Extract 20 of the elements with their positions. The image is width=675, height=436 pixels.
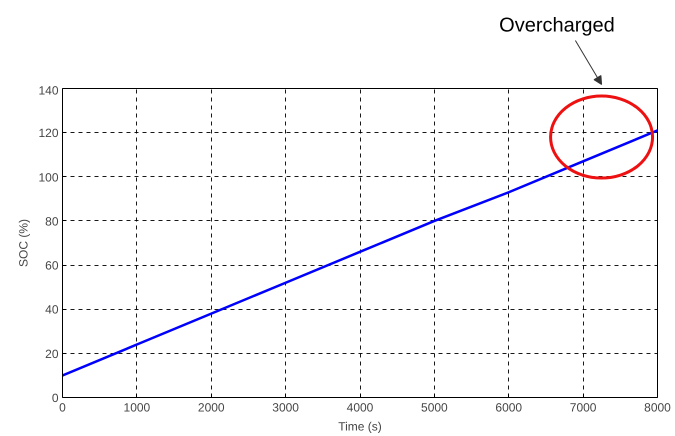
y-tick-label: 100	[38, 170, 59, 184]
line-series	[62, 129, 658, 377]
x-tick-label: 4000	[346, 400, 374, 414]
y-tick-label: 20	[45, 346, 59, 361]
x-tick-label: 8000	[644, 400, 672, 414]
y-tick-label: 140	[38, 84, 59, 98]
text: Overcharged	[499, 14, 615, 36]
x-tick-label: 3000	[272, 400, 300, 414]
x-tick-label: 2000	[198, 400, 225, 414]
x-tick-label: 6000	[495, 400, 522, 414]
x-axis-title: Time (s)	[338, 420, 382, 434]
y-tick-label: 40	[45, 302, 59, 317]
x-tick-label: 5000	[421, 400, 448, 414]
y-tick-label: 120	[38, 126, 59, 140]
y-tick-label: 80	[45, 214, 59, 228]
y-tick-label: 0	[52, 391, 59, 405]
x-tick-label: 7000	[570, 400, 597, 414]
x-tick-label: 1000	[124, 400, 151, 414]
y-axis-title: SOC (%)	[16, 218, 30, 267]
y-tick-label: 60	[45, 258, 59, 273]
